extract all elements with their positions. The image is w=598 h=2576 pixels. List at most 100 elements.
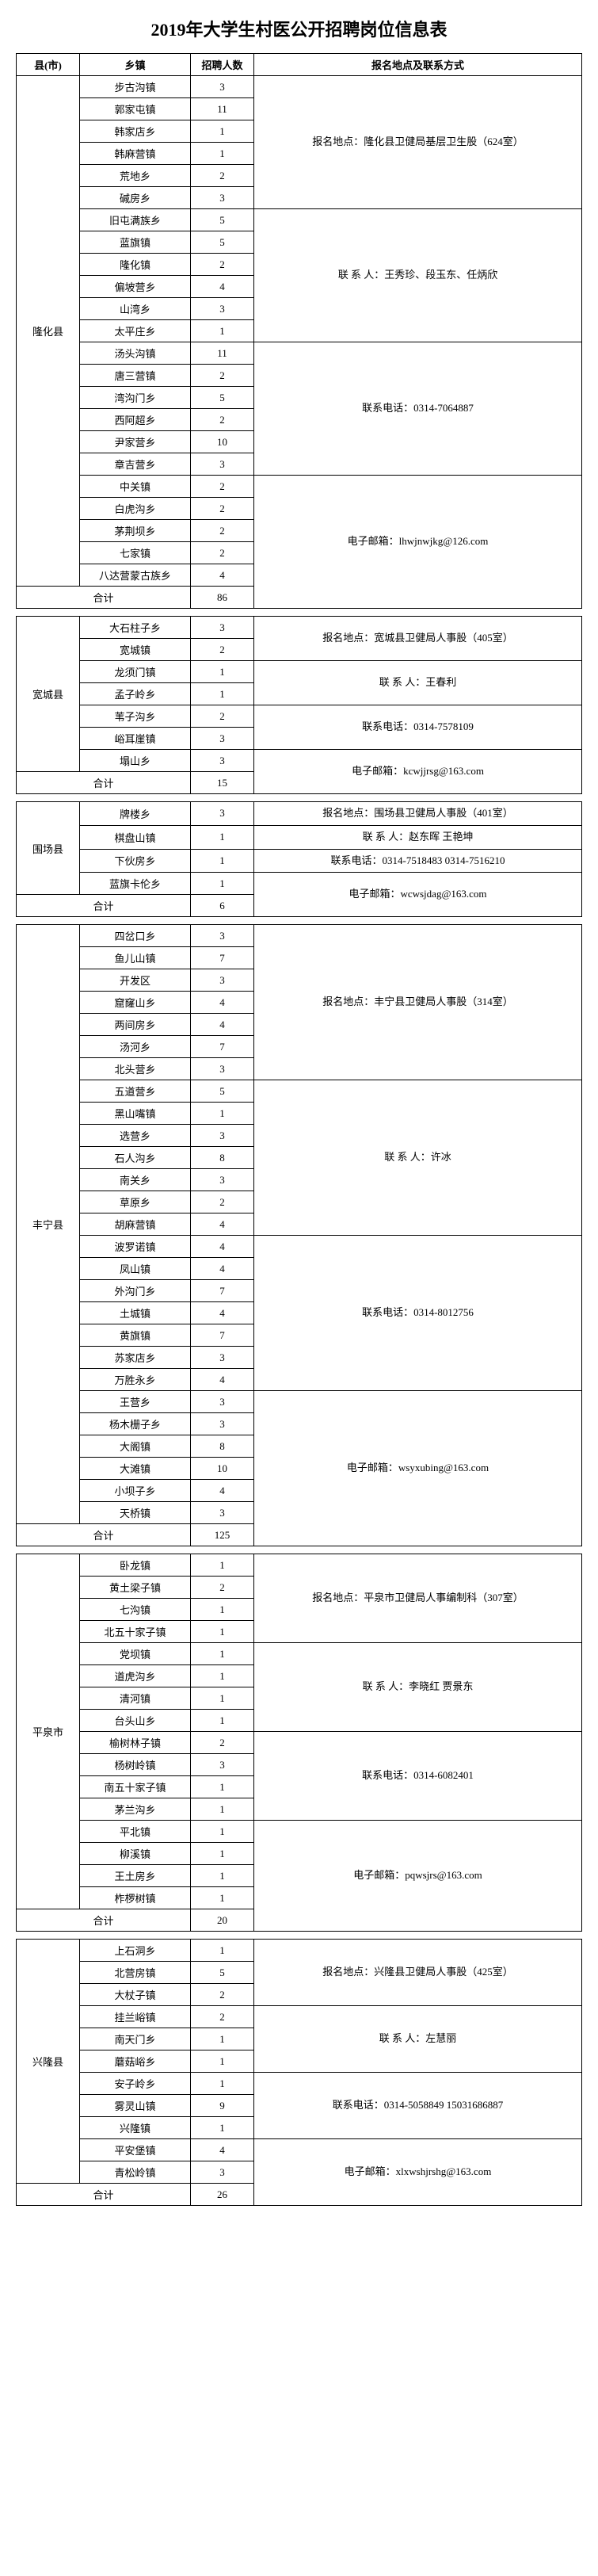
count-cell: 4 bbox=[191, 564, 254, 587]
subtotal-label: 合计 bbox=[17, 1909, 191, 1932]
count-cell: 1 bbox=[191, 1798, 254, 1821]
recruitment-table: 县(市) 乡镇 招聘人数 报名地点及联系方式 隆化县步古沟镇3报名地点：隆化县卫… bbox=[16, 53, 582, 2206]
town-cell: 青松岭镇 bbox=[80, 2161, 191, 2184]
town-cell: 安子岭乡 bbox=[80, 2073, 191, 2095]
count-cell: 1 bbox=[191, 2073, 254, 2095]
count-cell: 1 bbox=[191, 683, 254, 705]
count-cell: 2 bbox=[191, 542, 254, 564]
count-cell: 7 bbox=[191, 947, 254, 969]
count-cell: 2 bbox=[191, 476, 254, 498]
count-cell: 2 bbox=[191, 639, 254, 661]
contact-cell: 联 系 人：左慧丽 bbox=[254, 2006, 582, 2073]
town-cell: 苇子沟乡 bbox=[80, 705, 191, 728]
table-row: 丰宁县四岔口乡3报名地点：丰宁县卫健局人事股（314室） bbox=[17, 925, 582, 947]
count-cell: 1 bbox=[191, 1665, 254, 1687]
count-cell: 2 bbox=[191, 1732, 254, 1754]
count-cell: 11 bbox=[191, 342, 254, 365]
table-row: 隆化县步古沟镇3报名地点：隆化县卫健局基层卫生股（624室） bbox=[17, 76, 582, 98]
town-cell: 白虎沟乡 bbox=[80, 498, 191, 520]
subtotal-label: 合计 bbox=[17, 2184, 191, 2206]
town-cell: 黑山嘴镇 bbox=[80, 1103, 191, 1125]
count-cell: 1 bbox=[191, 873, 254, 895]
count-cell: 3 bbox=[191, 925, 254, 947]
subtotal-value: 20 bbox=[191, 1909, 254, 1932]
town-cell: 王营乡 bbox=[80, 1391, 191, 1413]
count-cell: 1 bbox=[191, 1865, 254, 1887]
town-cell: 蓝旗镇 bbox=[80, 231, 191, 254]
county-cell: 丰宁县 bbox=[17, 925, 80, 1524]
town-cell: 碱房乡 bbox=[80, 187, 191, 209]
town-cell: 苏家店乡 bbox=[80, 1347, 191, 1369]
table-row: 蓝旗卡伦乡1电子邮箱：wcwsjdag@163.com bbox=[17, 873, 582, 895]
subtotal-value: 26 bbox=[191, 2184, 254, 2206]
town-cell: 兴隆镇 bbox=[80, 2117, 191, 2139]
town-cell: 湾沟门乡 bbox=[80, 387, 191, 409]
count-cell: 1 bbox=[191, 1887, 254, 1909]
count-cell: 3 bbox=[191, 187, 254, 209]
count-cell: 3 bbox=[191, 453, 254, 476]
count-cell: 1 bbox=[191, 120, 254, 143]
table-row: 平泉市卧龙镇1报名地点：平泉市卫健局人事编制科（307室） bbox=[17, 1554, 582, 1577]
town-cell: 土城镇 bbox=[80, 1302, 191, 1324]
town-cell: 韩麻营镇 bbox=[80, 143, 191, 165]
count-cell: 3 bbox=[191, 1058, 254, 1080]
contact-cell: 电子邮箱：lhwjnwjkg@126.com bbox=[254, 476, 582, 609]
town-cell: 柳溪镇 bbox=[80, 1843, 191, 1865]
count-cell: 7 bbox=[191, 1036, 254, 1058]
town-cell: 四岔口乡 bbox=[80, 925, 191, 947]
count-cell: 1 bbox=[191, 1710, 254, 1732]
town-cell: 蘑菇峪乡 bbox=[80, 2050, 191, 2073]
town-cell: 中关镇 bbox=[80, 476, 191, 498]
town-cell: 北五十家子镇 bbox=[80, 1621, 191, 1643]
town-cell: 五道营乡 bbox=[80, 1080, 191, 1103]
count-cell: 1 bbox=[191, 1599, 254, 1621]
count-cell: 1 bbox=[191, 661, 254, 683]
town-cell: 开发区 bbox=[80, 969, 191, 992]
contact-cell: 报名地点：宽城县卫健局人事股（405室） bbox=[254, 617, 582, 661]
town-cell: 黄土梁子镇 bbox=[80, 1577, 191, 1599]
town-cell: 北头营乡 bbox=[80, 1058, 191, 1080]
count-cell: 1 bbox=[191, 2050, 254, 2073]
town-cell: 尹家营乡 bbox=[80, 431, 191, 453]
county-cell: 隆化县 bbox=[17, 76, 80, 587]
count-cell: 1 bbox=[191, 849, 254, 873]
town-cell: 平北镇 bbox=[80, 1821, 191, 1843]
section-gap bbox=[17, 794, 582, 802]
town-cell: 章吉营乡 bbox=[80, 453, 191, 476]
town-cell: 杨树岭镇 bbox=[80, 1754, 191, 1776]
table-row: 党坝镇1联 系 人：李晓红 贾景东 bbox=[17, 1643, 582, 1665]
contact-cell: 联 系 人：李晓红 贾景东 bbox=[254, 1643, 582, 1732]
contact-cell: 电子邮箱：kcwjjrsg@163.com bbox=[254, 750, 582, 794]
town-cell: 雾灵山镇 bbox=[80, 2095, 191, 2117]
section-gap bbox=[17, 609, 582, 617]
section-gap bbox=[17, 1546, 582, 1554]
contact-cell: 报名地点：平泉市卫健局人事编制科（307室） bbox=[254, 1554, 582, 1643]
contact-cell: 电子邮箱：pqwsjrs@163.com bbox=[254, 1821, 582, 1932]
table-row: 王营乡3电子邮箱：wsyxubing@163.com bbox=[17, 1391, 582, 1413]
table-row: 安子岭乡1联系电话：0314-5058849 15031686887 bbox=[17, 2073, 582, 2095]
town-cell: 塌山乡 bbox=[80, 750, 191, 772]
count-cell: 1 bbox=[191, 1643, 254, 1665]
count-cell: 7 bbox=[191, 1280, 254, 1302]
count-cell: 8 bbox=[191, 1147, 254, 1169]
town-cell: 茅兰沟乡 bbox=[80, 1798, 191, 1821]
contact-cell: 联系电话：0314-8012756 bbox=[254, 1236, 582, 1391]
section-gap bbox=[17, 1932, 582, 1940]
table-row: 围场县牌楼乡3报名地点：围场县卫健局人事股（401室） bbox=[17, 802, 582, 826]
count-cell: 3 bbox=[191, 617, 254, 639]
contact-cell: 联系电话：0314-5058849 15031686887 bbox=[254, 2073, 582, 2139]
town-cell: 牌楼乡 bbox=[80, 802, 191, 826]
count-cell: 2 bbox=[191, 165, 254, 187]
count-cell: 2 bbox=[191, 1191, 254, 1213]
town-cell: 韩家店乡 bbox=[80, 120, 191, 143]
table-row: 榆树林子镇2联系电话：0314-6082401 bbox=[17, 1732, 582, 1754]
town-cell: 下伙房乡 bbox=[80, 849, 191, 873]
contact-cell: 联 系 人：赵东晖 王艳坤 bbox=[254, 825, 582, 849]
count-cell: 2 bbox=[191, 1984, 254, 2006]
town-cell: 两间房乡 bbox=[80, 1014, 191, 1036]
town-cell: 偏坡营乡 bbox=[80, 276, 191, 298]
count-cell: 1 bbox=[191, 143, 254, 165]
count-cell: 4 bbox=[191, 2139, 254, 2161]
count-cell: 4 bbox=[191, 1480, 254, 1502]
town-cell: 台头山乡 bbox=[80, 1710, 191, 1732]
